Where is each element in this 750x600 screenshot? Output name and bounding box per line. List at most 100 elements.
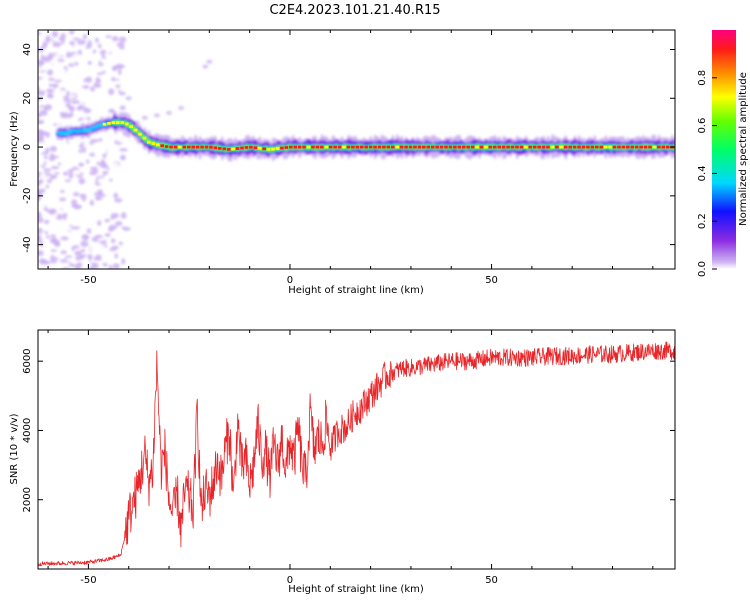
spectrogram-noise-blob [114, 220, 123, 227]
spectrogram-core-mark [151, 142, 156, 145]
spectrogram-core-mark [346, 145, 351, 149]
spectrogram-noise-blob [43, 161, 48, 165]
spectrogram-noise-blob [100, 58, 107, 64]
spectrogram-noise-blob [120, 212, 127, 219]
spectrogram-core-mark [435, 145, 439, 149]
spectrogram-stray-blob [125, 96, 132, 101]
spectrogram-core-mark [532, 145, 537, 149]
y-tick-label: 20 [22, 92, 33, 105]
spectrogram-noise-blob [53, 257, 59, 261]
spectrogram-noise-blob [106, 161, 113, 166]
spectrogram-noise-blob [38, 118, 45, 125]
spectrogram-noise-blob [83, 102, 90, 108]
spectrogram-noise-blob [56, 213, 64, 220]
spectrogram-core-mark [581, 145, 586, 149]
spectrogram-noise-blob [54, 172, 60, 175]
spectrogram-noise-blob [71, 245, 75, 252]
spectrogram-noise-blob [71, 234, 78, 241]
spectrogram-core-mark [665, 145, 670, 149]
spectrogram-noise-blob [49, 264, 58, 269]
spectrogram-core-mark [639, 145, 643, 149]
spectrogram-core-mark [359, 145, 364, 149]
spectrogram-noise-blob [74, 113, 80, 118]
spectrogram-noise-blob [82, 34, 88, 40]
spectrogram-noise-blob [110, 77, 116, 82]
spectrogram-noise-blob [50, 249, 57, 252]
spectrogram-noise-blob [115, 229, 122, 233]
spectrogram-stray-blob [178, 106, 185, 111]
spectrogram-core-mark [470, 145, 475, 149]
spectrogram-core-mark [275, 147, 280, 150]
colorbar-gradient [712, 30, 736, 269]
spectrogram-noise-blob [49, 260, 58, 264]
spectrogram-noise-blob [81, 196, 87, 202]
colorbar-tick-label: 0.2 [697, 213, 708, 229]
spectrogram-noise-blob [67, 102, 71, 108]
spectrogram-core-mark [213, 146, 218, 150]
y-tick-label: -20 [22, 188, 33, 204]
spectrogram-noise-blob [98, 177, 103, 185]
spectrogram-core-mark [484, 145, 488, 149]
spectrogram-noise-blob [72, 192, 80, 197]
spectrogram-core-mark [155, 143, 160, 147]
spectrogram-noise-blob [119, 105, 126, 111]
spectrogram-core-mark [315, 145, 320, 149]
spectrogram-core-mark [661, 145, 666, 149]
spectrogram-core-mark [599, 145, 604, 149]
spectrogram-noise-blob [120, 156, 126, 160]
spectrogram-noise-blob [39, 173, 47, 180]
spectrogram-noise-blob [63, 98, 72, 103]
spectrogram-core-mark [186, 145, 191, 149]
spectrogram-core-mark [426, 145, 431, 149]
spectrogram-core-mark [133, 128, 138, 132]
colorbar: 0.0 0.2 0.4 0.6 0.8 Normalized spectral ampl… [697, 30, 749, 277]
spectrogram-noise-blob [81, 52, 88, 58]
spectrogram-noise-blob [43, 98, 48, 105]
spectrogram-noise-blob [46, 203, 53, 210]
spectrogram-noise-blob [117, 63, 122, 70]
spectrogram-noise-blob [59, 111, 65, 116]
spectrogram-noise-blob [38, 76, 42, 80]
spectrogram-panel: -50 0 50 -40 -20 0 20 40 Height of straight lin… [9, 29, 676, 296]
spectrogram-noise-blob [64, 225, 73, 232]
spectrogram-noise-blob [43, 168, 52, 172]
spectrogram-noise-blob [102, 173, 106, 177]
spectrogram-noise-blob [103, 188, 112, 193]
spectrogram-noise-blob [72, 56, 82, 63]
spectrogram-noise-blob [78, 43, 87, 49]
spectrogram-noise-blob [38, 129, 44, 135]
spectrogram-noise-blob [38, 234, 42, 241]
spectrogram-noise-blob [108, 265, 113, 269]
spectrogram-noise-blob [46, 93, 54, 99]
spectrogram-noise-blob [68, 263, 75, 267]
spectrogram-noise-blob [50, 254, 55, 262]
spectrogram-noise-blob [78, 177, 86, 185]
snr-y-label: SNR (10 * v/v) [9, 413, 20, 484]
spectrogram-noise-blob [117, 49, 124, 55]
spectrogram-core-mark [643, 145, 648, 149]
spectrogram-noise-blob [76, 39, 86, 46]
spectrogram-noise-blob [64, 179, 72, 183]
spectrogram-core-mark [293, 145, 298, 149]
spectrogram-core-mark [351, 145, 355, 149]
spectrogram-core-mark [169, 145, 173, 149]
spectrogram-noise-blob [81, 174, 89, 178]
spectrogram-noise-blob [54, 178, 62, 185]
spectrogram-core-mark [311, 145, 315, 149]
spectrogram-core-mark [550, 145, 555, 149]
spectrogram-core-mark [510, 145, 515, 149]
spectrogram-noise-blob [118, 241, 124, 246]
y-tick-label: 6000 [22, 348, 33, 373]
spectrogram-noise-blob [46, 210, 56, 214]
colorbar-tick-label: 0.4 [697, 165, 708, 181]
spectrogram-noise-blob [57, 149, 62, 155]
spectrogram-core-mark [594, 145, 599, 149]
spectrogram-noise-blob [48, 77, 55, 81]
y-tick-label: 2000 [22, 487, 33, 512]
spectrogram-noise-blob [52, 41, 62, 48]
spectrogram-noise-blob [75, 266, 81, 269]
spectrogram-noise-blob [80, 62, 87, 68]
spectrogram-noise-blob [116, 42, 125, 47]
spectrogram-noise-blob [102, 92, 109, 96]
